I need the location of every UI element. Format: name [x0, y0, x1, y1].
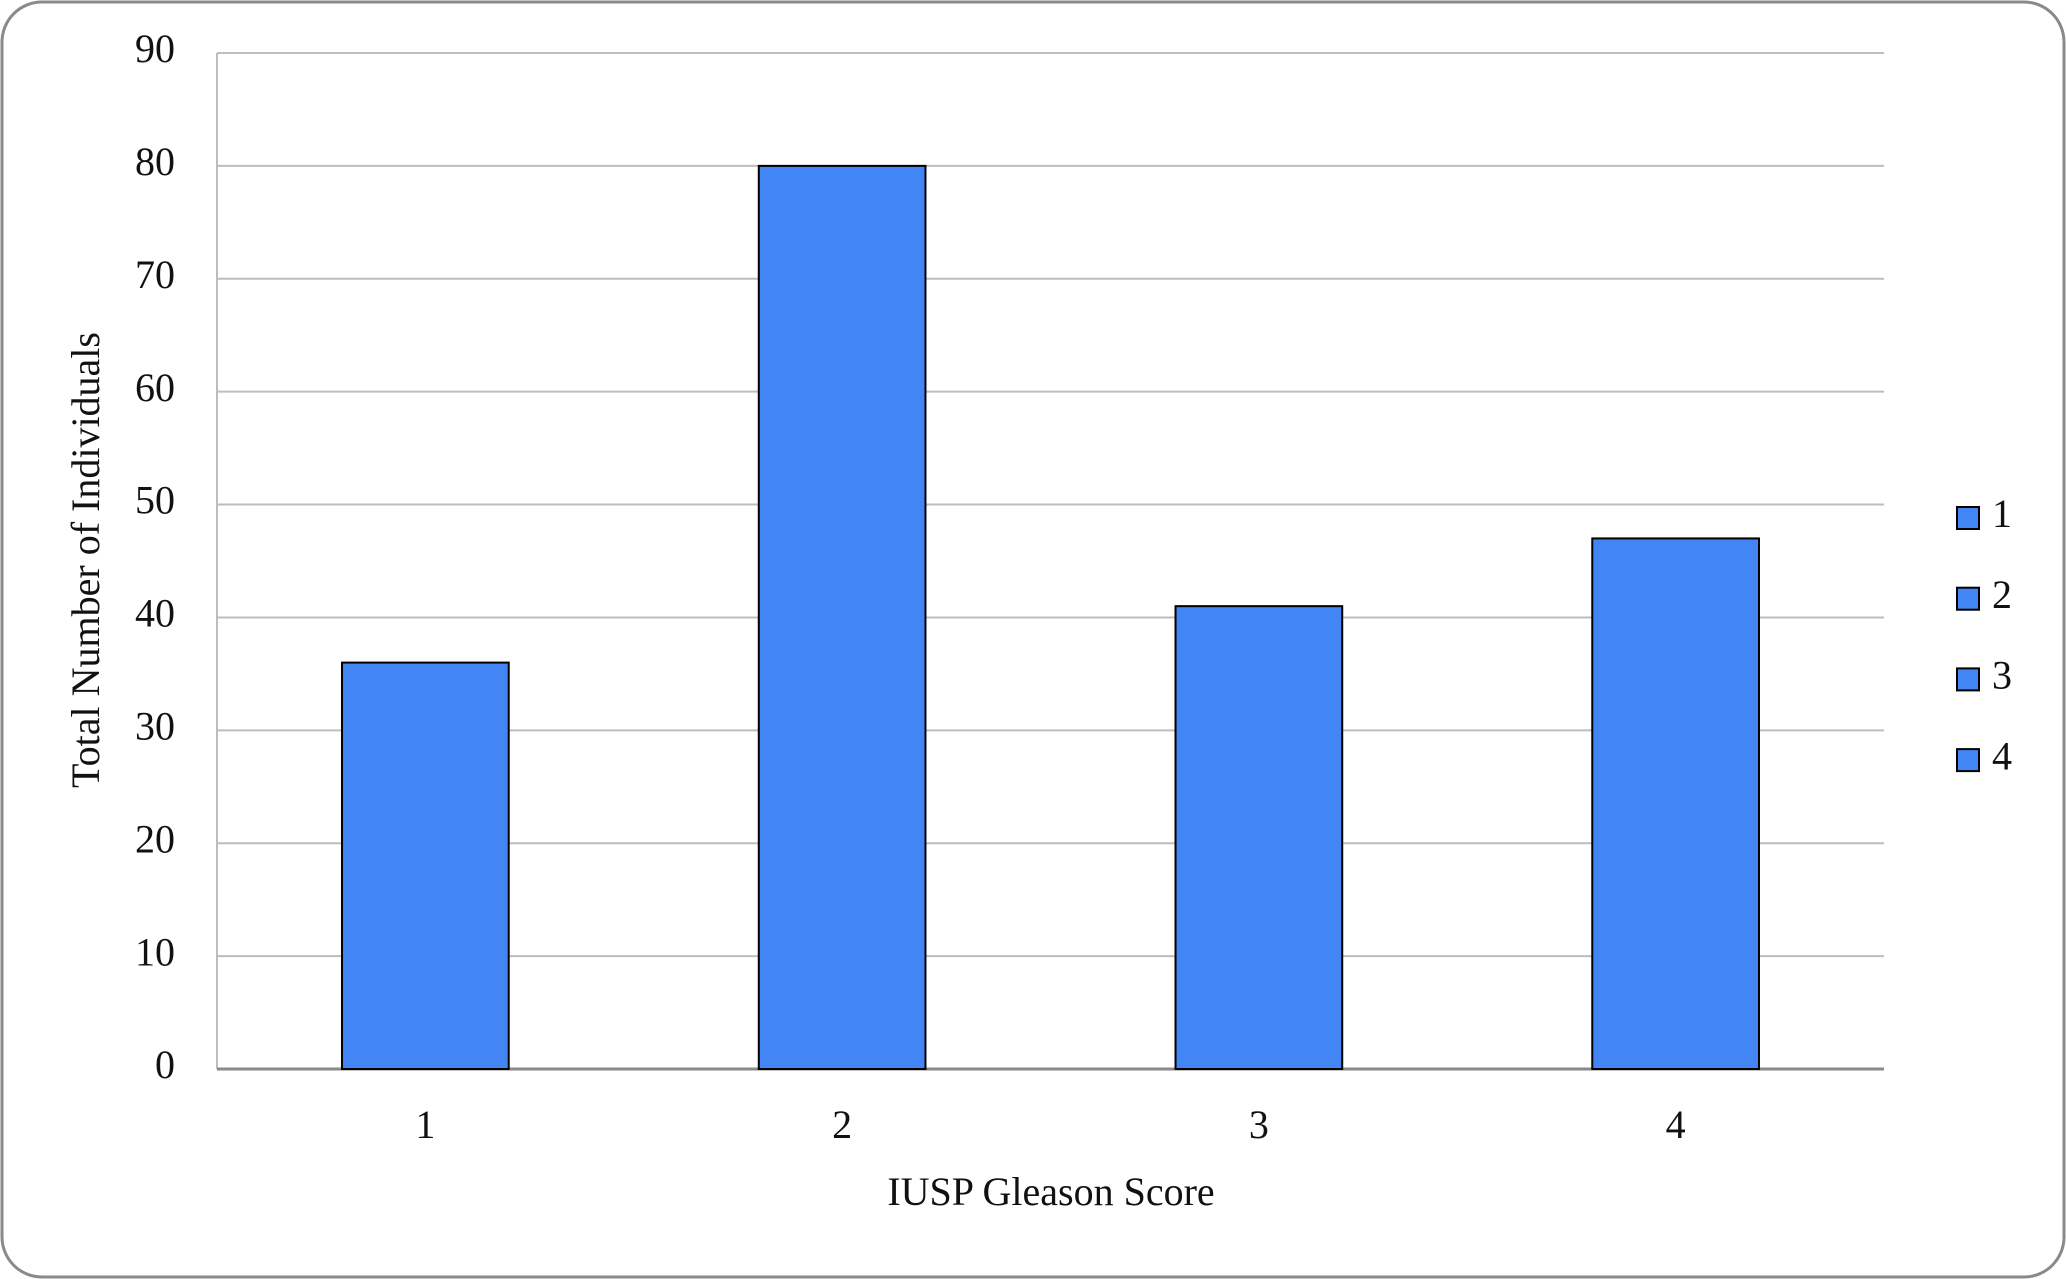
legend-label: 3 [1992, 653, 2012, 698]
legend-label: 2 [1992, 572, 2012, 617]
legend-label: 1 [1992, 491, 2012, 536]
y-tick-label: 70 [135, 252, 175, 297]
bar [1591, 537, 1760, 1070]
y-tick-label: 40 [135, 591, 175, 636]
y-tick-label: 0 [155, 1042, 175, 1087]
y-tick-label: 10 [135, 929, 175, 974]
y-axis-title: Total Number of Individuals [63, 332, 108, 788]
y-tick-label: 30 [135, 704, 175, 749]
bar [341, 661, 510, 1070]
y-tick-label: 60 [135, 365, 175, 410]
legend-label: 4 [1992, 733, 2012, 778]
bar [1174, 605, 1344, 1071]
y-tick-label: 50 [135, 478, 175, 523]
y-tick-label: 80 [135, 139, 175, 184]
legend-swatch [1956, 667, 1980, 692]
x-axis-title: IUSP Gleason Score [887, 1169, 1214, 1214]
x-tick-label: 1 [415, 1102, 435, 1147]
y-tick-label: 20 [135, 816, 175, 861]
legend-swatch [1956, 506, 1980, 530]
bar [757, 164, 927, 1070]
x-tick-label: 4 [1666, 1102, 1686, 1147]
y-tick-label: 90 [135, 26, 175, 71]
legend-swatch [1956, 748, 1980, 773]
legend-swatch [1956, 586, 1980, 611]
x-tick-label: 2 [832, 1102, 852, 1147]
x-tick-label: 3 [1249, 1102, 1269, 1147]
